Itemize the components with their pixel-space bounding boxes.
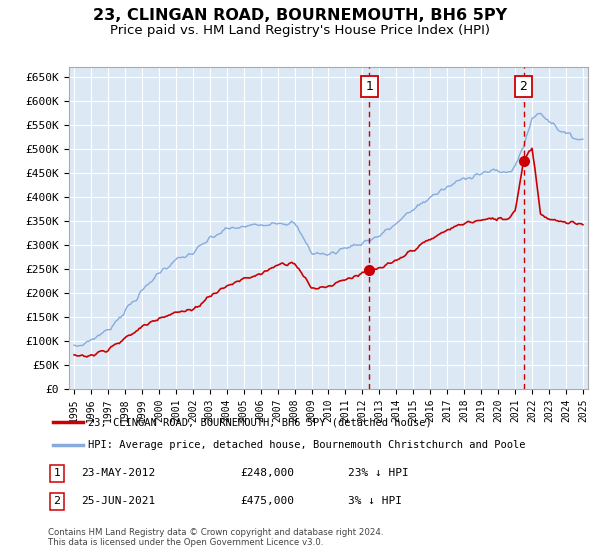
Text: 3% ↓ HPI: 3% ↓ HPI xyxy=(348,496,402,506)
Text: Price paid vs. HM Land Registry's House Price Index (HPI): Price paid vs. HM Land Registry's House … xyxy=(110,24,490,36)
Text: 23, CLINGAN ROAD, BOURNEMOUTH, BH6 5PY: 23, CLINGAN ROAD, BOURNEMOUTH, BH6 5PY xyxy=(93,8,507,24)
Text: 1: 1 xyxy=(365,80,373,93)
Text: 23-MAY-2012: 23-MAY-2012 xyxy=(81,468,155,478)
Text: £475,000: £475,000 xyxy=(240,496,294,506)
Text: 1: 1 xyxy=(53,468,61,478)
Text: 23% ↓ HPI: 23% ↓ HPI xyxy=(348,468,409,478)
Text: 23, CLINGAN ROAD, BOURNEMOUTH, BH6 5PY (detached house): 23, CLINGAN ROAD, BOURNEMOUTH, BH6 5PY (… xyxy=(88,417,432,427)
Text: 2: 2 xyxy=(53,496,61,506)
Text: Contains HM Land Registry data © Crown copyright and database right 2024.
This d: Contains HM Land Registry data © Crown c… xyxy=(48,528,383,547)
Text: HPI: Average price, detached house, Bournemouth Christchurch and Poole: HPI: Average price, detached house, Bour… xyxy=(88,440,526,450)
Text: 2: 2 xyxy=(520,80,527,93)
Text: £248,000: £248,000 xyxy=(240,468,294,478)
Text: 25-JUN-2021: 25-JUN-2021 xyxy=(81,496,155,506)
